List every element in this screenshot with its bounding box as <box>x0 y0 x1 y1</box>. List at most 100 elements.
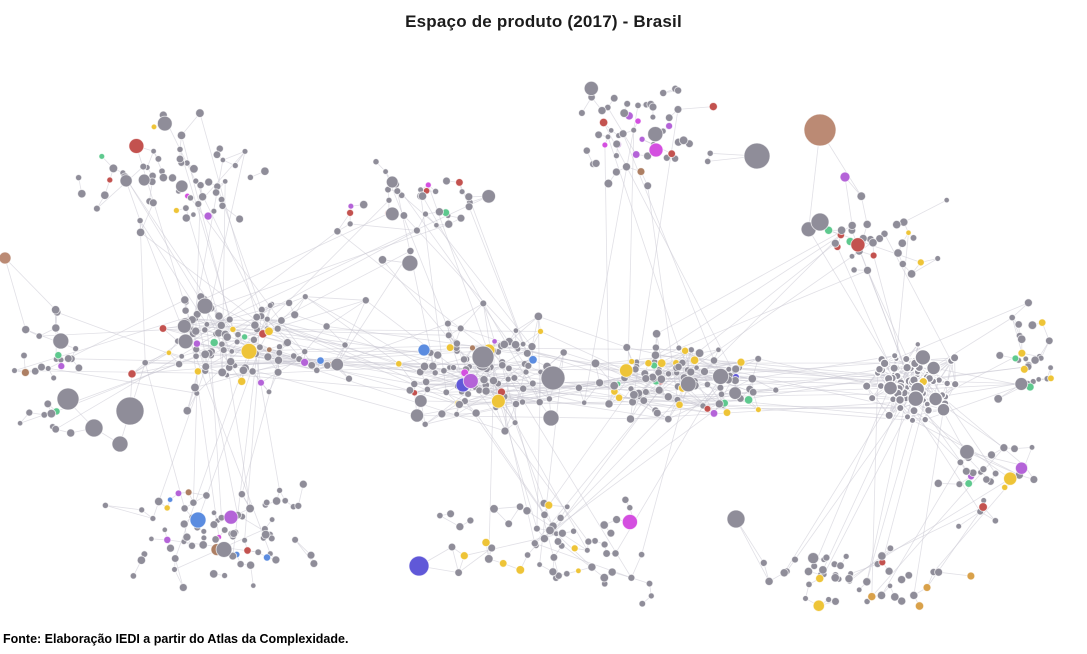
network-node[interactable] <box>563 503 571 511</box>
network-node[interactable] <box>455 522 465 532</box>
network-node[interactable] <box>575 567 582 575</box>
network-node[interactable] <box>181 213 191 223</box>
network-node[interactable] <box>714 399 724 409</box>
network-node[interactable] <box>50 305 61 315</box>
network-node[interactable] <box>150 147 157 155</box>
network-node[interactable] <box>956 458 965 467</box>
network-node[interactable] <box>385 206 400 222</box>
network-node[interactable] <box>250 582 257 589</box>
network-node[interactable] <box>150 123 158 131</box>
network-node[interactable] <box>961 466 971 476</box>
network-node[interactable] <box>182 406 192 416</box>
network-node[interactable] <box>408 555 430 577</box>
network-node[interactable] <box>222 332 232 342</box>
network-node[interactable] <box>594 130 603 140</box>
network-node[interactable] <box>863 597 871 606</box>
network-node[interactable] <box>535 398 544 407</box>
network-node[interactable] <box>959 444 975 460</box>
network-node[interactable] <box>648 142 664 158</box>
network-node[interactable] <box>203 211 213 221</box>
network-node[interactable] <box>246 560 256 570</box>
network-node[interactable] <box>805 580 813 589</box>
network-node[interactable] <box>30 366 40 376</box>
network-node[interactable] <box>982 475 991 484</box>
network-node[interactable] <box>897 238 907 248</box>
network-node[interactable] <box>489 504 499 514</box>
network-node[interactable] <box>229 325 237 333</box>
network-node[interactable] <box>868 393 877 403</box>
network-node[interactable] <box>77 189 87 199</box>
network-node[interactable] <box>84 418 104 438</box>
network-node[interactable] <box>219 156 227 164</box>
network-node[interactable] <box>210 509 218 516</box>
network-node[interactable] <box>51 323 61 333</box>
network-node[interactable] <box>1001 483 1009 491</box>
network-node[interactable] <box>209 520 219 529</box>
network-node[interactable] <box>37 362 46 372</box>
network-node[interactable] <box>680 375 697 393</box>
network-node[interactable] <box>440 367 448 375</box>
network-node[interactable] <box>904 571 914 580</box>
network-node[interactable] <box>587 562 597 572</box>
network-node[interactable] <box>128 138 145 154</box>
network-node[interactable] <box>260 166 270 176</box>
network-node[interactable] <box>916 258 925 267</box>
network-node[interactable] <box>446 509 455 519</box>
network-node[interactable] <box>66 428 76 438</box>
network-node[interactable] <box>627 573 636 582</box>
network-node[interactable] <box>424 181 432 189</box>
network-node[interactable] <box>225 315 234 324</box>
network-node[interactable] <box>137 173 151 187</box>
network-node[interactable] <box>210 207 218 215</box>
network-node[interactable] <box>628 358 636 366</box>
network-node[interactable] <box>471 345 495 369</box>
network-node[interactable] <box>542 409 560 427</box>
network-node[interactable] <box>812 599 825 612</box>
network-node[interactable] <box>991 517 1000 525</box>
network-node[interactable] <box>20 351 28 360</box>
network-node[interactable] <box>359 199 369 210</box>
network-node[interactable] <box>934 255 942 262</box>
network-node[interactable] <box>530 539 539 548</box>
network-node[interactable] <box>346 208 355 217</box>
network-node[interactable] <box>322 322 331 331</box>
network-node[interactable] <box>35 332 43 340</box>
network-node[interactable] <box>491 338 498 345</box>
network-node[interactable] <box>645 579 654 588</box>
network-node[interactable] <box>875 364 884 374</box>
network-node[interactable] <box>158 172 169 183</box>
network-node[interactable] <box>630 126 638 134</box>
network-node[interactable] <box>522 368 530 376</box>
network-node[interactable] <box>161 526 168 533</box>
network-node[interactable] <box>450 364 457 372</box>
network-node[interactable] <box>141 359 149 367</box>
network-node[interactable] <box>755 406 762 414</box>
network-node[interactable] <box>603 178 614 189</box>
network-node[interactable] <box>184 488 193 497</box>
network-node[interactable] <box>949 353 960 363</box>
network-node[interactable] <box>456 324 465 333</box>
network-node[interactable] <box>706 149 714 157</box>
network-node[interactable] <box>943 379 952 388</box>
network-node[interactable] <box>167 173 178 183</box>
network-node[interactable] <box>221 572 229 580</box>
network-node[interactable] <box>401 254 419 272</box>
network-node[interactable] <box>163 535 172 544</box>
network-node[interactable] <box>890 592 900 602</box>
network-node[interactable] <box>466 516 475 525</box>
network-node[interactable] <box>46 408 57 419</box>
network-node[interactable] <box>921 415 930 424</box>
network-node[interactable] <box>154 496 164 507</box>
network-node[interactable] <box>180 295 190 305</box>
network-node[interactable] <box>884 566 894 576</box>
network-node[interactable] <box>257 378 265 387</box>
network-node[interactable] <box>412 226 421 235</box>
network-node[interactable] <box>236 560 245 569</box>
network-node[interactable] <box>190 211 197 218</box>
network-node[interactable] <box>674 86 683 95</box>
network-node[interactable] <box>955 522 963 530</box>
network-node[interactable] <box>522 506 532 516</box>
network-node[interactable] <box>906 269 917 279</box>
network-node[interactable] <box>453 410 461 418</box>
network-node[interactable] <box>651 329 662 339</box>
